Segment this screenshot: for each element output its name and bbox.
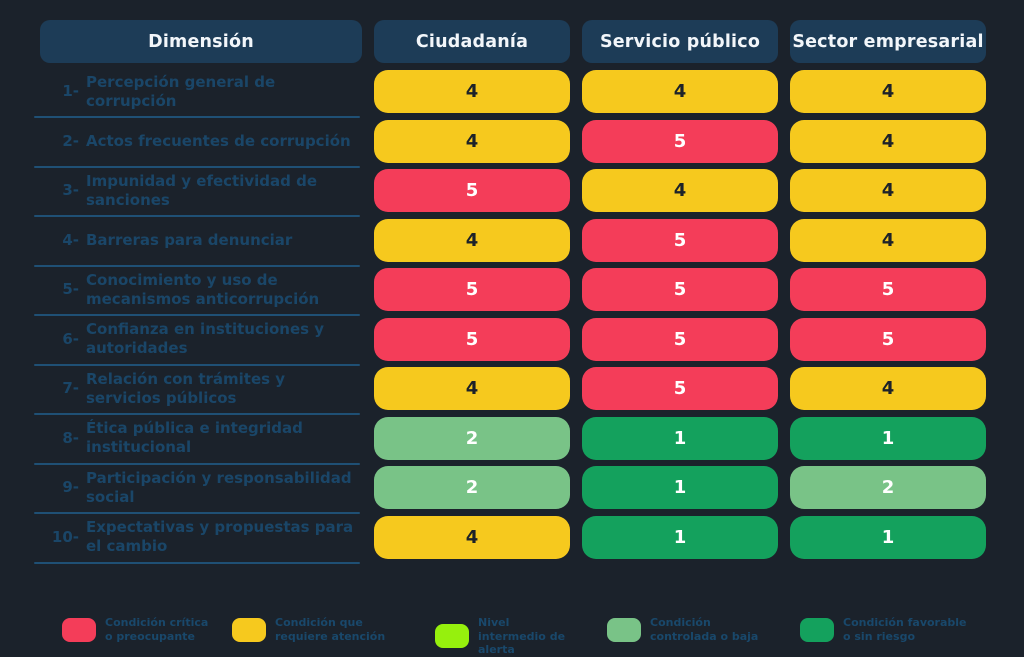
dimension-label-cell: 8- Ética pública e integridad institucio… [34, 417, 362, 465]
table-row: 10- Expectativas y propuestas para el ca… [34, 515, 1024, 564]
header-dimension-label: Dimensión [148, 31, 254, 52]
value-cell: 1 [790, 416, 986, 460]
value-cell: 5 [582, 268, 778, 311]
value-cell: 4 [374, 367, 570, 410]
value-cell: 5 [374, 317, 570, 361]
legend-item: Nivel intermedio de alerta [435, 616, 578, 657]
table-row: 6- Confianza en instituciones y autorida… [34, 317, 1024, 366]
value-cell: 4 [790, 367, 986, 410]
table-header: Dimensión Ciudadanía Servicio público Se… [40, 20, 1024, 63]
table-row: 3- Impunidad y efectividad de sanciones … [34, 169, 1024, 217]
row-number: 6- [62, 329, 79, 348]
value-cell: 5 [582, 367, 778, 410]
table-rows: 1- Percepción general de corrupción 4 4 … [0, 70, 1024, 564]
header-col-label: Servicio público [599, 31, 761, 52]
header-col-servicio-publico: Servicio público [582, 20, 778, 63]
legend-color-swatch [232, 617, 266, 642]
value-cell: 1 [582, 416, 778, 460]
value-cell: 5 [582, 119, 778, 163]
legend-color-swatch [62, 617, 96, 642]
row-number: 4- [62, 230, 79, 249]
row-label: Conocimiento y uso de mecanismos anticor… [86, 270, 320, 308]
row-number: 2- [62, 131, 79, 150]
value-cell: 1 [582, 466, 778, 509]
legend-item-label: Condición crítica o preocupante [105, 616, 209, 643]
value-cell: 2 [374, 466, 570, 509]
dimension-label-cell: 6- Confianza en instituciones y autorida… [34, 318, 362, 366]
dimension-label-cell: 7- Relación con trámites y servicios púb… [34, 367, 362, 415]
legend-item-label: Condición controlada o baja [650, 616, 759, 643]
row-label: Confianza en instituciones y autoridades [86, 320, 325, 357]
row-number: 7- [62, 379, 79, 397]
legend-item: Condición favorable o sin riesgo [800, 616, 975, 643]
row-number: 10- [51, 527, 79, 546]
value-cell: 5 [790, 268, 986, 311]
row-number: 5- [62, 280, 79, 298]
row-label: Relación con trámites y servicios públic… [86, 369, 286, 407]
header-col-sector-empresarial: Sector empresarial [790, 20, 986, 63]
value-cell: 5 [582, 317, 778, 361]
row-label: Barreras para denunciar [86, 230, 293, 249]
row-label: Impunidad y efectividad de sanciones [86, 171, 317, 209]
row-number: 3- [62, 181, 79, 199]
value-cell: 4 [374, 119, 570, 163]
scorecard-table: Dimensión Ciudadanía Servicio público Se… [0, 20, 1024, 656]
legend-color-swatch [435, 624, 469, 649]
row-label: Participación y responsabilidad social [86, 468, 352, 506]
table-row: 8- Ética pública e integridad institucio… [34, 416, 1024, 465]
row-number: 8- [62, 428, 79, 447]
table-row: 5- Conocimiento y uso de mecanismos anti… [34, 268, 1024, 316]
legend-color-swatch [800, 617, 834, 642]
value-cell: 2 [790, 466, 986, 509]
legend-item-label: Condición que requiere atención [275, 616, 386, 643]
header-col-label: Ciudadanía [415, 31, 529, 52]
dimension-label-cell: 5- Conocimiento y uso de mecanismos anti… [34, 268, 362, 316]
legend-item-label: Condición favorable o sin riesgo [843, 616, 967, 643]
row-number: 1- [62, 82, 79, 100]
table-row: 7- Relación con trámites y servicios púb… [34, 367, 1024, 415]
legend-item: Condición que requiere atención [232, 616, 417, 643]
header-col-ciudadania: Ciudadanía [374, 20, 570, 63]
table-row: 2- Actos frecuentes de corrupción 4 5 4 [34, 119, 1024, 168]
value-cell: 4 [790, 169, 986, 212]
value-cell: 1 [790, 515, 986, 559]
table-row: 1- Percepción general de corrupción 4 4 … [34, 70, 1024, 118]
legend-item: Condición controlada o baja [607, 616, 778, 643]
table-row: 9- Participación y responsabilidad socia… [34, 466, 1024, 514]
value-cell: 4 [374, 70, 570, 113]
dimension-label-cell: 10- Expectativas y propuestas para el ca… [34, 516, 362, 564]
header-col-label: Sector empresarial [792, 31, 984, 52]
row-number: 9- [62, 478, 79, 496]
value-cell: 5 [790, 317, 986, 361]
value-cell: 4 [790, 218, 986, 262]
header-dimension: Dimensión [40, 20, 362, 63]
value-cell: 4 [790, 70, 986, 113]
legend-item-label: Nivel intermedio de alerta [478, 616, 566, 656]
value-cell: 4 [374, 218, 570, 262]
table-row: 4- Barreras para denunciar 4 5 4 [34, 218, 1024, 267]
row-label: Ética pública e integridad institucional [86, 419, 303, 456]
value-cell: 5 [374, 268, 570, 311]
value-cell: 4 [582, 169, 778, 212]
row-label: Actos frecuentes de corrupción [86, 131, 351, 150]
row-label: Expectativas y propuestas para el cambio [86, 518, 354, 555]
value-cell: 5 [582, 218, 778, 262]
dimension-label-cell: 2- Actos frecuentes de corrupción [34, 120, 362, 168]
dimension-label-cell: 9- Participación y responsabilidad socia… [34, 466, 362, 514]
value-cell: 5 [374, 169, 570, 212]
legend-item: Condición crítica o preocupante [62, 616, 217, 643]
value-cell: 4 [374, 515, 570, 559]
dimension-label-cell: 4- Barreras para denunciar [34, 219, 362, 267]
value-cell: 4 [790, 119, 986, 163]
legend-color-swatch [607, 617, 641, 642]
value-cell: 4 [582, 70, 778, 113]
row-label: Percepción general de corrupción [86, 72, 276, 110]
value-cell: 1 [582, 515, 778, 559]
dimension-label-cell: 3- Impunidad y efectividad de sanciones [34, 169, 362, 217]
value-cell: 2 [374, 416, 570, 460]
dimension-label-cell: 1- Percepción general de corrupción [34, 70, 362, 118]
